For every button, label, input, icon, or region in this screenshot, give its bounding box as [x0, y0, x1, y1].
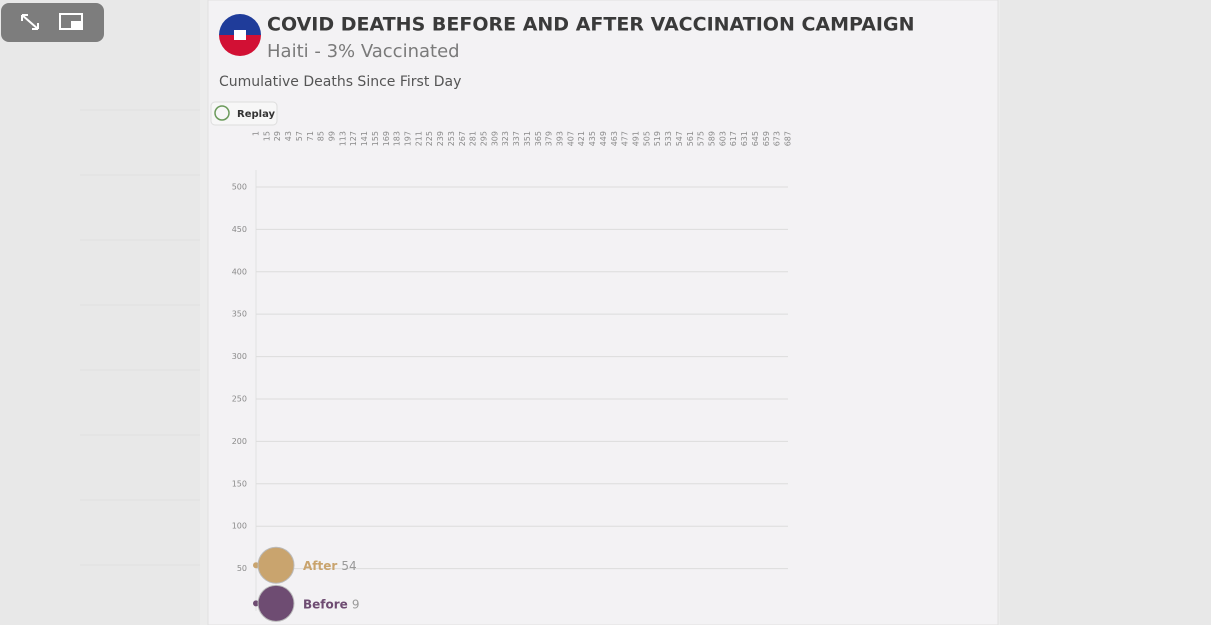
x-tick-label: 169 [382, 131, 391, 146]
x-tick-label: 463 [610, 131, 619, 146]
x-tick-label: 113 [338, 131, 347, 146]
series-point [253, 562, 259, 569]
y-tick-label: 250 [232, 394, 247, 403]
x-tick-label: 687 [784, 131, 793, 146]
x-tick-label: 183 [393, 131, 402, 146]
series-point [253, 600, 259, 607]
flag [219, 14, 261, 56]
x-tick-label: 477 [621, 131, 630, 146]
legend-label: Before [303, 597, 348, 611]
replay-button[interactable]: Replay [210, 101, 278, 126]
y-tick-label: 450 [232, 225, 247, 234]
x-tick-label: 127 [349, 131, 358, 146]
x-tick-label: 575 [697, 131, 706, 146]
value-label: 54 [341, 559, 356, 573]
legend-label: After [303, 559, 337, 573]
chart-title: COVID DEATHS BEFORE AND AFTER VACCINATIO… [267, 14, 914, 36]
x-tick-label: 99 [328, 131, 337, 141]
x-tick-label: 57 [295, 131, 304, 141]
y-tick-label: 350 [232, 310, 247, 319]
x-tick-label: 407 [566, 131, 575, 146]
x-tick-label: 379 [545, 131, 554, 146]
series-icon [257, 584, 295, 622]
x-tick-label: 617 [729, 131, 738, 146]
x-tick-label: 141 [360, 131, 369, 146]
x-tick-label: 1 [252, 131, 261, 136]
x-tick-label: 351 [523, 131, 532, 146]
y-tick-label: 200 [232, 437, 247, 446]
series-label: Before 9 [303, 597, 359, 611]
series-icon [257, 546, 295, 584]
x-tick-label: 519 [653, 131, 662, 146]
x-tick-label: 673 [773, 131, 782, 146]
y-axis-label: Cumulative Deaths Since First Day [219, 74, 461, 90]
x-tick-label: 393 [556, 131, 565, 146]
x-tick-label: 603 [718, 131, 727, 146]
y-tick-label: 500 [232, 182, 247, 191]
x-tick-label: 295 [480, 131, 489, 146]
x-tick-label: 323 [501, 131, 510, 146]
x-tick-label: 85 [317, 131, 326, 141]
x-tick-label: 197 [404, 131, 413, 146]
x-tick-label: 505 [642, 131, 651, 146]
x-tick-label: 365 [534, 131, 543, 146]
x-tick-label: 659 [762, 131, 771, 146]
x-tick-label: 337 [512, 131, 521, 146]
y-tick-label: 150 [232, 479, 247, 488]
chart-subtitle: Haiti - 3% Vaccinated [267, 41, 460, 62]
x-tick-label: 29 [273, 131, 282, 141]
y-tick-label: 100 [232, 522, 247, 531]
y-tick-label: 50 [237, 564, 247, 573]
replay-label[interactable]: Replay [237, 109, 276, 120]
x-tick-label: 561 [686, 131, 695, 146]
x-tick-label: 267 [458, 131, 467, 146]
x-tick-label: 253 [447, 131, 456, 146]
x-tick-label: 155 [371, 131, 380, 146]
x-tick-label: 15 [262, 131, 271, 141]
x-tick-label: 631 [740, 131, 749, 146]
x-tick-label: 491 [632, 131, 641, 146]
y-tick-label: 300 [232, 352, 247, 361]
x-tick-label: 435 [588, 131, 597, 146]
card [207, 0, 999, 625]
x-tick-label: 309 [490, 131, 499, 146]
x-tick-label: 533 [664, 131, 673, 146]
y-tick-label: 400 [232, 267, 247, 276]
x-tick-label: 43 [284, 131, 293, 141]
series-label: After 54 [303, 559, 357, 573]
x-tick-label: 211 [414, 131, 423, 146]
x-tick-label: 421 [577, 131, 586, 146]
video-controls[interactable] [1, 3, 104, 42]
x-tick-label: 645 [751, 131, 760, 146]
value-label: 9 [352, 597, 360, 611]
x-tick-label: 589 [708, 131, 717, 146]
x-tick-label: 239 [436, 131, 445, 146]
x-tick-label: 71 [306, 131, 315, 141]
x-tick-label: 547 [675, 131, 684, 146]
x-tick-label: 281 [469, 131, 478, 146]
x-tick-label: 449 [599, 131, 608, 146]
x-tick-label: 225 [425, 131, 434, 146]
